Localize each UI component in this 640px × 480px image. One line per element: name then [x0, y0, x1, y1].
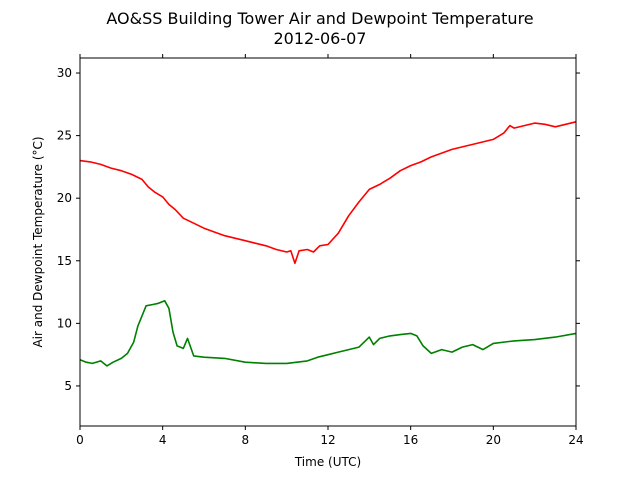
y-tick-label: 10 [57, 316, 72, 330]
x-tick-label: 20 [486, 433, 501, 447]
series-line-0 [79, 121, 577, 265]
series-line-1 [79, 299, 577, 367]
chart-title: AO&SS Building Tower Air and Dewpoint Te… [106, 9, 533, 28]
x-tick-label: 16 [403, 433, 418, 447]
y-tick-label: 5 [64, 379, 72, 393]
chart-subtitle: 2012-06-07 [274, 29, 367, 48]
x-tick-label: 12 [320, 433, 335, 447]
y-axis-label: Air and Dewpoint Temperature (°C) [31, 136, 45, 347]
plot-area [79, 121, 577, 367]
x-tick-label: 0 [76, 433, 84, 447]
y-tick-label: 15 [57, 254, 72, 268]
x-tick-label: 4 [159, 433, 167, 447]
plot-frame [79, 57, 577, 427]
y-tick-label: 20 [57, 191, 72, 205]
x-axis-label: Time (UTC) [294, 455, 361, 469]
y-tick-label: 25 [57, 129, 72, 143]
axis-ticks: 0 4 8 12 16 20 24 5 10 15 20 25 30 [57, 54, 584, 447]
x-tick-label: 8 [242, 433, 250, 447]
y-tick-label: 30 [57, 66, 72, 80]
x-tick-label: 24 [568, 433, 583, 447]
